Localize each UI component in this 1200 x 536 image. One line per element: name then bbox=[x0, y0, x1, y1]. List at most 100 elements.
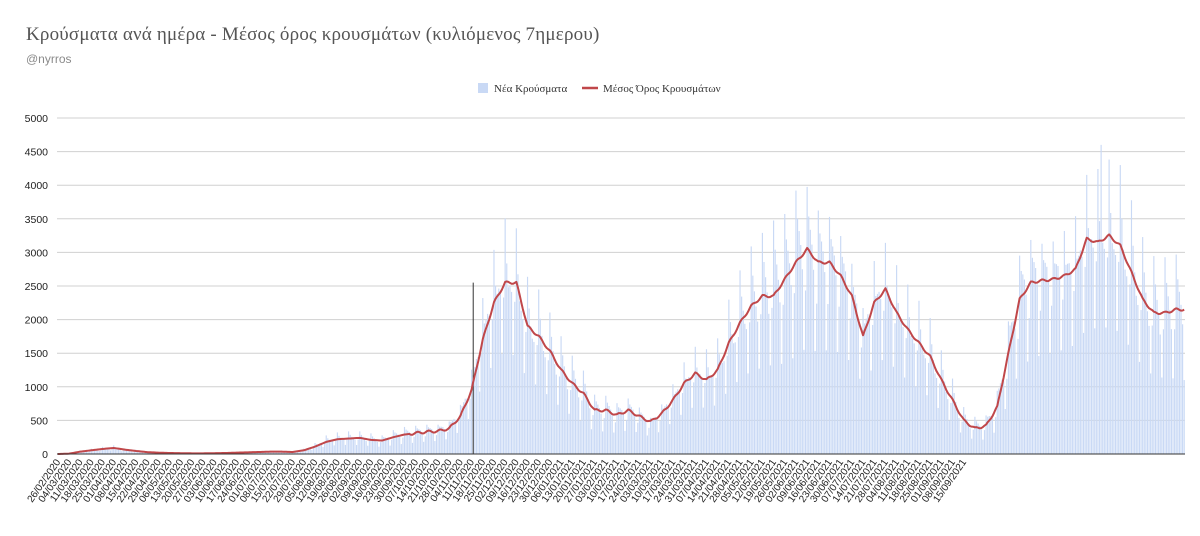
bar bbox=[689, 379, 692, 454]
bar bbox=[900, 320, 902, 454]
bar bbox=[471, 369, 473, 454]
bar bbox=[649, 417, 652, 454]
bar bbox=[843, 263, 845, 454]
bar bbox=[1154, 284, 1157, 454]
bar bbox=[942, 369, 944, 454]
legend: Νέα Κρούσματα Μέσος Όρος Κρουσμάτων bbox=[478, 83, 721, 95]
bar bbox=[1172, 378, 1174, 454]
bar bbox=[835, 275, 837, 454]
bar bbox=[844, 271, 847, 454]
bar bbox=[426, 424, 428, 454]
bar bbox=[777, 279, 779, 454]
bar bbox=[1159, 334, 1161, 454]
bar bbox=[373, 438, 375, 454]
bar bbox=[699, 374, 701, 454]
bar bbox=[828, 216, 831, 454]
bar bbox=[333, 445, 335, 454]
bar bbox=[790, 285, 792, 454]
bar bbox=[1103, 248, 1105, 454]
bar bbox=[1025, 294, 1027, 454]
bar bbox=[1020, 270, 1022, 454]
y-tick-label: 5000 bbox=[25, 113, 49, 125]
bar bbox=[934, 373, 936, 454]
bar bbox=[857, 320, 859, 454]
bar bbox=[1175, 254, 1177, 454]
bar bbox=[1033, 262, 1035, 454]
bar bbox=[1055, 264, 1057, 454]
bar bbox=[723, 361, 725, 454]
bar bbox=[713, 405, 716, 454]
bar bbox=[616, 403, 618, 454]
bar bbox=[1177, 279, 1179, 454]
bar bbox=[747, 373, 749, 454]
bar bbox=[105, 448, 107, 454]
bar bbox=[491, 319, 493, 454]
bar bbox=[766, 292, 768, 454]
bar bbox=[951, 378, 954, 454]
bar bbox=[693, 382, 695, 454]
bar bbox=[704, 383, 706, 454]
bar bbox=[661, 404, 663, 454]
bar bbox=[667, 405, 669, 454]
bar bbox=[864, 323, 866, 454]
bar bbox=[555, 374, 557, 454]
bar bbox=[720, 362, 722, 454]
bar bbox=[899, 320, 901, 454]
bar bbox=[510, 291, 513, 454]
bar bbox=[943, 381, 946, 454]
bar bbox=[1095, 261, 1097, 454]
bar bbox=[1015, 378, 1018, 454]
bar bbox=[921, 345, 923, 454]
bar bbox=[1001, 379, 1003, 454]
bar bbox=[1100, 144, 1102, 454]
bar bbox=[1098, 221, 1101, 454]
bar bbox=[811, 244, 813, 454]
bar bbox=[403, 426, 406, 454]
bar bbox=[371, 436, 374, 454]
bar bbox=[1151, 325, 1153, 454]
bar bbox=[116, 448, 118, 454]
bar bbox=[675, 391, 677, 454]
bar bbox=[963, 407, 965, 454]
bar bbox=[947, 399, 949, 454]
bar bbox=[528, 308, 530, 454]
bar bbox=[362, 436, 364, 454]
bar bbox=[760, 314, 762, 454]
bar bbox=[721, 362, 724, 454]
bar bbox=[375, 439, 377, 454]
bar bbox=[1150, 373, 1152, 454]
bar bbox=[578, 397, 580, 454]
bar bbox=[945, 391, 947, 454]
bar bbox=[335, 440, 337, 454]
bar bbox=[801, 269, 803, 454]
bar bbox=[1166, 282, 1168, 454]
bar bbox=[622, 413, 624, 454]
bar bbox=[400, 444, 402, 454]
bar bbox=[355, 444, 358, 454]
bar bbox=[966, 419, 968, 454]
bar bbox=[1162, 329, 1165, 454]
bar bbox=[399, 436, 401, 454]
bar bbox=[868, 318, 871, 454]
y-tick-label: 0 bbox=[42, 449, 48, 461]
bar bbox=[694, 346, 696, 454]
bar bbox=[734, 342, 736, 454]
bar bbox=[969, 428, 971, 454]
bar bbox=[1071, 345, 1073, 454]
bar bbox=[348, 431, 350, 454]
bar bbox=[1039, 310, 1041, 454]
bar bbox=[1084, 266, 1086, 454]
bar bbox=[311, 449, 313, 454]
bar bbox=[566, 389, 569, 454]
bar bbox=[402, 437, 404, 454]
bar bbox=[459, 404, 462, 454]
bar bbox=[140, 451, 142, 454]
bar bbox=[729, 322, 732, 454]
bar bbox=[832, 246, 834, 454]
bar bbox=[89, 450, 91, 454]
bar bbox=[87, 451, 89, 454]
bar bbox=[301, 450, 303, 454]
bar bbox=[343, 439, 345, 454]
bar bbox=[533, 341, 535, 454]
bar bbox=[268, 452, 270, 454]
